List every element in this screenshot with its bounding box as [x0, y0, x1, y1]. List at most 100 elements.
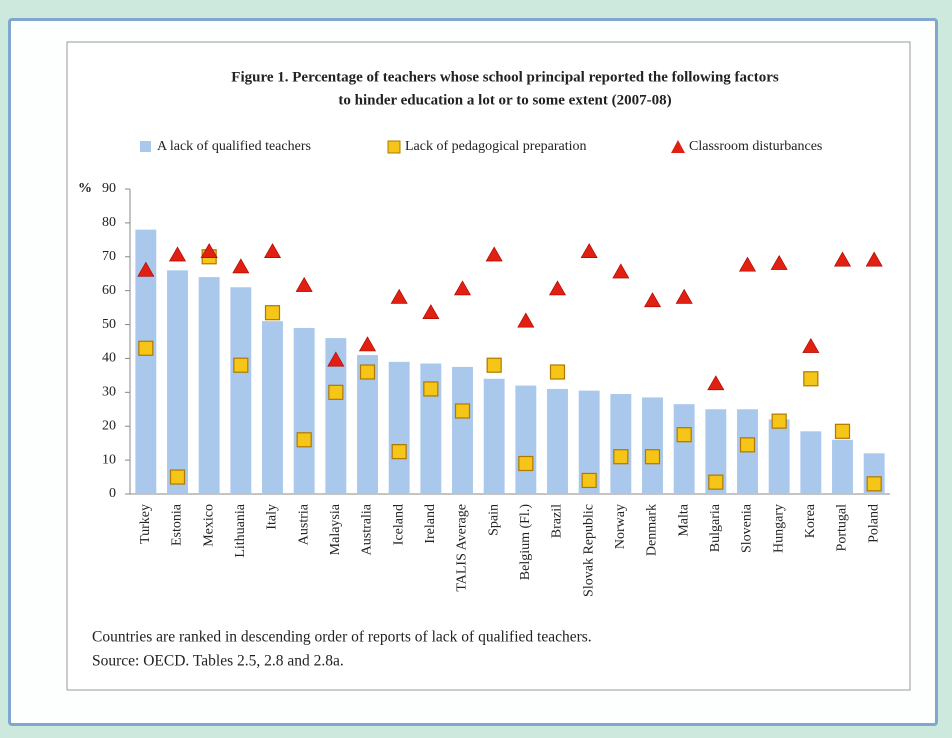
bar — [705, 409, 727, 494]
triangle-marker — [485, 246, 503, 262]
triangle-marker — [675, 288, 693, 304]
bar — [642, 397, 663, 494]
triangle-marker — [643, 292, 662, 308]
y-tick-label: 70 — [102, 249, 116, 264]
square-marker — [296, 432, 312, 448]
square-marker — [549, 364, 566, 380]
x-tick-label: Malaysia — [328, 503, 343, 555]
x-tick-label: Poland — [866, 504, 881, 543]
triangle-marker — [453, 280, 472, 296]
bar — [768, 419, 790, 494]
square-marker — [391, 444, 407, 460]
y-tick-label: 90 — [102, 181, 116, 196]
x-tick-label: Turkey — [138, 504, 153, 544]
triangle-marker — [295, 276, 313, 292]
x-tick-label: Belgium (Fl.) — [518, 504, 533, 581]
x-tick-label: Spain — [486, 504, 501, 536]
triangle-marker — [865, 251, 883, 267]
bar — [293, 327, 315, 494]
triangle-marker — [707, 375, 725, 391]
triangle-marker — [327, 351, 345, 367]
x-tick-label: Brazil — [550, 504, 565, 538]
square-marker — [613, 449, 629, 465]
legend-label: Lack of pedagogical preparation — [405, 139, 587, 154]
square-marker — [739, 437, 756, 453]
bar — [357, 355, 378, 494]
square-marker — [708, 474, 724, 490]
y-tick-label: 40 — [102, 351, 116, 366]
bar — [610, 394, 632, 494]
bar — [515, 385, 537, 494]
x-tick-label: TALIS Average — [455, 504, 470, 592]
bar — [230, 287, 252, 494]
triangle-marker — [580, 243, 598, 258]
bar — [325, 338, 347, 494]
legend-swatch — [140, 141, 151, 152]
square-marker — [454, 403, 471, 419]
x-tick-label: Slovak Republic — [581, 504, 596, 597]
bar — [832, 439, 853, 494]
square-marker — [423, 381, 439, 397]
y-tick-label: 0 — [109, 486, 116, 501]
x-tick-label: Iceland — [391, 504, 406, 545]
x-tick-label: Bulgaria — [708, 503, 723, 552]
y-tick-label: 80 — [102, 215, 116, 230]
y-tick-label: 50 — [102, 317, 116, 332]
x-tick-label: Mexico — [201, 504, 216, 547]
y-tick-label: 60 — [102, 283, 116, 298]
legend-swatch — [671, 140, 685, 153]
triangle-marker — [263, 243, 282, 258]
x-tick-label: Portugal — [835, 504, 850, 552]
bar — [135, 229, 157, 494]
bar — [198, 277, 220, 494]
bar — [547, 388, 568, 494]
x-tick-label: Lithuania — [233, 503, 248, 557]
legend-label: Classroom disturbances — [689, 139, 822, 154]
x-tick-label: Denmark — [645, 504, 660, 556]
triangle-marker — [738, 256, 757, 272]
triangle-marker — [390, 288, 408, 304]
square-marker — [834, 423, 851, 439]
square-marker — [138, 340, 154, 356]
square-marker — [771, 413, 787, 429]
square-marker — [644, 449, 661, 465]
triangle-marker — [422, 304, 440, 319]
triangle-marker — [802, 337, 820, 353]
y-axis-label: % — [78, 181, 92, 196]
bar — [673, 404, 695, 494]
bar — [262, 321, 283, 494]
y-tick-label: 30 — [102, 385, 116, 400]
bar — [578, 390, 600, 494]
chart-title: Figure 1. Percentage of teachers whose s… — [231, 69, 779, 85]
square-marker — [264, 305, 281, 321]
triangle-marker — [612, 263, 630, 279]
x-tick-label: Estonia — [170, 503, 185, 546]
x-tick-label: Austria — [296, 503, 311, 545]
y-tick-label: 10 — [102, 452, 116, 467]
triangle-marker — [232, 258, 250, 274]
square-marker — [581, 472, 597, 489]
source: Source: OECD. Tables 2.5, 2.8 and 2.8a. — [92, 653, 344, 670]
square-marker — [803, 371, 819, 387]
note: Countries are ranked in descending order… — [92, 629, 592, 646]
square-marker — [518, 455, 534, 472]
x-tick-label: Korea — [803, 503, 818, 538]
triangle-marker — [548, 280, 567, 296]
x-tick-label: Malta — [676, 503, 691, 536]
square-marker — [676, 427, 692, 443]
chart-title-line2: to hinder education a lot or to some ext… — [338, 92, 671, 108]
square-marker — [486, 357, 502, 373]
x-tick-label: Ireland — [423, 504, 438, 544]
bar — [452, 366, 473, 494]
legend-swatch — [387, 140, 401, 154]
square-marker — [359, 364, 376, 380]
x-tick-label: Norway — [613, 504, 628, 549]
x-tick-label: Slovenia — [740, 503, 755, 553]
triangle-marker — [517, 312, 535, 328]
x-tick-label: Australia — [360, 503, 375, 555]
bar — [388, 361, 410, 494]
triangle-marker — [137, 261, 155, 277]
triangle-marker — [358, 336, 377, 352]
